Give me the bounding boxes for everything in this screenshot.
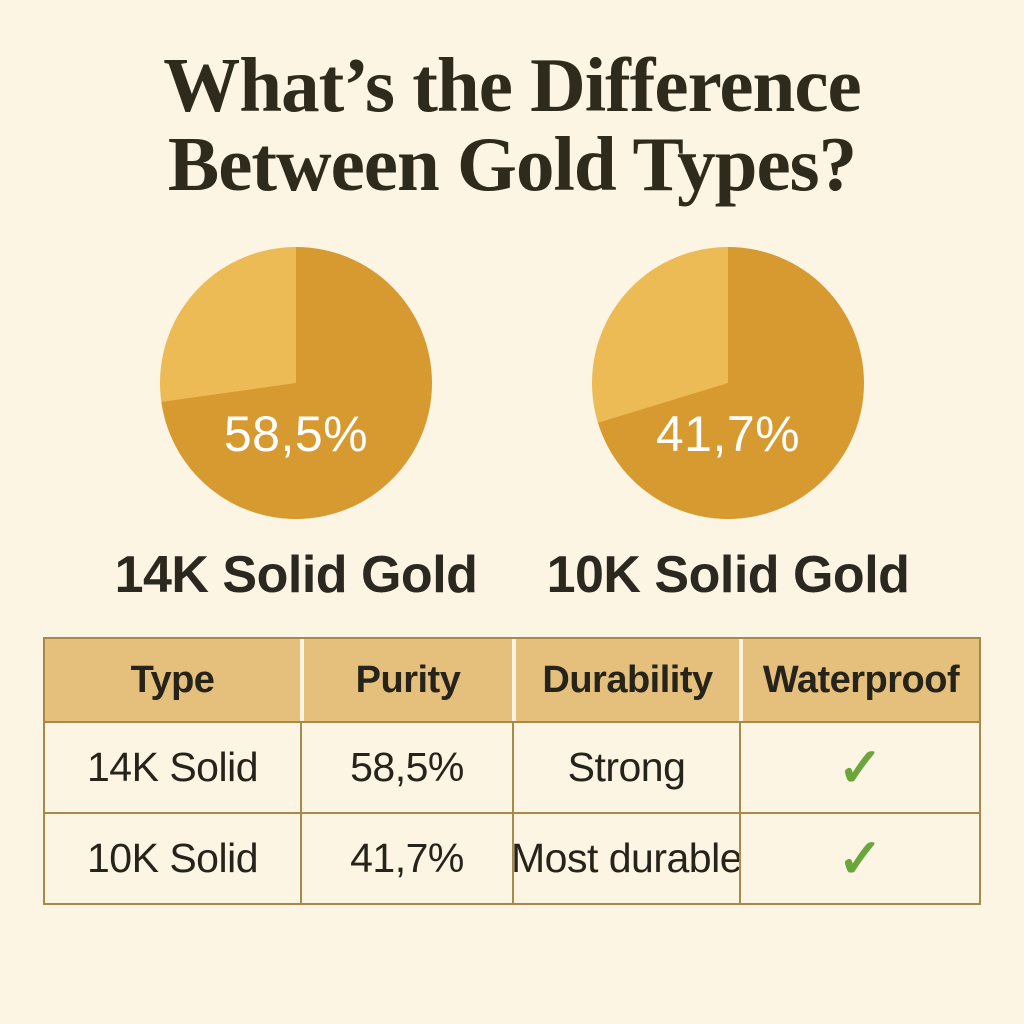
table-cell-durability-14k: Strong [512,721,739,813]
pie-chart-10k: 41,7% [592,247,864,520]
table-header-waterproof: Waterproof [739,639,979,722]
table-cell-purity-10k: 41,7% [300,812,512,904]
pie-caption-14k: 14K Solid Gold [114,546,478,605]
page-title: What’s the Difference Between Gold Types… [0,0,1024,203]
table-header-type: Type [45,639,300,722]
table-cell-type-14k: 14K Solid [45,721,300,812]
page-title-line2: Between Gold Types? [167,120,857,207]
pie-column-14k: 58,5% 14K Solid Gold [115,247,478,605]
table-cell-waterproof-14k: ✓ [739,721,979,813]
table-cell-durability-10k: Most durable [511,812,743,904]
comparison-table: Type Purity Durability Waterproof 14K So… [43,637,981,906]
pie-column-10k: 41,7% 10K Solid Gold [547,247,910,605]
table-header-purity: Purity [300,639,512,722]
table-cell-waterproof-10k: ✓ [739,812,979,904]
table-cell-type-10k: 10K Solid [45,812,300,903]
check-icon: ✓ [837,828,883,889]
table-cell-purity-14k: 58,5% [300,721,512,813]
pie-chart-14k: 58,5% [160,247,432,520]
check-icon: ✓ [837,737,883,798]
page-title-line1: What’s the Difference [163,42,861,128]
pie-value-label-14k: 58,5% [223,405,369,462]
pie-caption-10k: 10K Solid Gold [546,546,910,605]
table-header-durability: Durability [512,639,739,722]
pie-value-label-10k: 41,7% [655,405,801,462]
pie-charts-row: 58,5% 14K Solid Gold 41,7% 10K Solid Gol… [0,247,1024,605]
